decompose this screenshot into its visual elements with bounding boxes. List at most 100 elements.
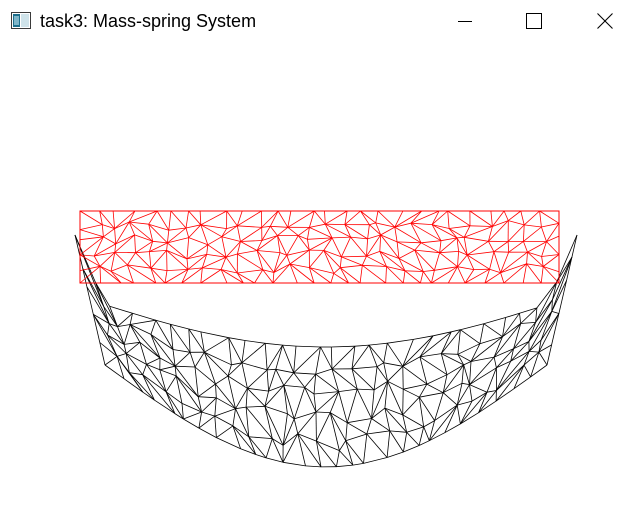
deformed-spring xyxy=(487,368,496,392)
rest-spring xyxy=(262,211,278,227)
deformed-spring xyxy=(195,352,204,367)
deformed-spring xyxy=(387,431,390,458)
rest-spring xyxy=(361,211,376,223)
rest-spring xyxy=(255,270,263,283)
deformed-spring xyxy=(529,351,539,352)
rest-spring xyxy=(490,252,494,270)
deformed-spring xyxy=(339,389,358,392)
rest-spring xyxy=(523,241,527,252)
deformed-spring xyxy=(330,392,339,413)
deformed-spring xyxy=(390,431,407,432)
deformed-spring xyxy=(316,412,330,413)
rest-spring xyxy=(167,230,168,243)
deformed-spring xyxy=(369,345,377,367)
deformed-spring xyxy=(503,318,506,337)
deformed-spring xyxy=(284,373,294,386)
deformed-spring xyxy=(403,357,420,366)
deformed-spring xyxy=(419,397,434,420)
deformed-spring xyxy=(364,458,388,464)
deformed-spring xyxy=(524,365,531,377)
deformed-spring xyxy=(419,393,443,398)
close-button[interactable] xyxy=(582,0,628,42)
deformed-spring xyxy=(403,389,419,397)
rest-spring xyxy=(115,235,135,253)
deformed-spring xyxy=(352,367,377,369)
minimize-button[interactable] xyxy=(442,0,488,42)
rest-spring xyxy=(448,211,470,226)
deformed-spring xyxy=(531,365,547,377)
deformed-spring xyxy=(330,413,339,451)
rest-spring xyxy=(189,211,201,225)
deformed-spring xyxy=(547,345,552,365)
rest-spring xyxy=(523,227,541,241)
rest-spring xyxy=(341,256,366,257)
deformed-spring xyxy=(496,351,529,390)
deformed-spring xyxy=(460,330,480,344)
deformed-spring xyxy=(484,324,503,337)
rest-spring xyxy=(309,227,332,238)
deformed-spring xyxy=(189,329,190,352)
rest-spring xyxy=(165,271,167,283)
rest-spring xyxy=(298,227,309,235)
rest-spring xyxy=(111,271,121,283)
deformed-spring xyxy=(96,283,118,327)
deformed-spring xyxy=(484,318,506,324)
deformed-spring xyxy=(109,324,124,345)
deformed-spring xyxy=(245,341,265,344)
deformed-spring xyxy=(355,345,369,346)
rest-spring xyxy=(367,256,387,266)
deformed-spring xyxy=(470,368,497,385)
rest-spring xyxy=(324,250,341,267)
deformed-spring xyxy=(443,393,457,405)
deformed-spring xyxy=(374,367,377,390)
rest-spring xyxy=(470,211,493,227)
rest-spring xyxy=(103,229,114,237)
rest-spring xyxy=(115,211,135,229)
deformed-spring xyxy=(267,370,269,391)
deformed-spring xyxy=(367,434,387,458)
deformed-spring xyxy=(173,350,190,353)
deformed-spring xyxy=(105,365,124,379)
deformed-spring xyxy=(572,235,577,257)
rest-spring xyxy=(491,211,493,227)
deformed-spring xyxy=(105,356,117,365)
deformed-spring xyxy=(419,384,427,397)
deformed-spring xyxy=(369,343,387,345)
rest-spring xyxy=(167,243,168,251)
rest-spring xyxy=(458,255,468,267)
deformed-spring xyxy=(336,451,339,467)
maximize-button[interactable] xyxy=(511,0,557,42)
deformed-spring xyxy=(403,384,427,389)
rest-spring xyxy=(222,237,226,258)
title-bar[interactable]: task3: Mass-spring System xyxy=(0,0,642,42)
deformed-spring xyxy=(198,397,216,398)
rest-spring xyxy=(508,242,509,253)
deformed-spring xyxy=(364,434,367,463)
deformed-spring xyxy=(331,347,332,369)
deformed-spring xyxy=(314,392,339,394)
rest-spring xyxy=(509,241,524,252)
deformed-spring xyxy=(387,339,413,343)
rest-spring xyxy=(504,264,527,283)
deformed-spring xyxy=(332,369,357,389)
deformed-spring xyxy=(199,416,215,428)
deformed-spring xyxy=(204,338,228,353)
rest-spring xyxy=(207,245,208,255)
deformed-spring xyxy=(160,358,175,366)
deformed-spring xyxy=(216,384,217,398)
deformed-spring xyxy=(284,385,294,419)
simulation-canvas[interactable] xyxy=(0,42,642,524)
rest-spring xyxy=(440,251,459,252)
rest-spring xyxy=(524,225,541,227)
deformed-spring xyxy=(541,314,559,341)
deformed-spring xyxy=(117,354,126,357)
deformed-spring xyxy=(247,370,267,388)
deformed-spring xyxy=(470,385,488,393)
rest-spring xyxy=(189,238,208,245)
rest-spring xyxy=(345,211,361,225)
rest-spring xyxy=(127,265,150,268)
rest-spring xyxy=(80,230,103,237)
deformed-spring xyxy=(265,343,282,345)
rest-spring xyxy=(309,250,323,267)
deformed-spring xyxy=(117,356,124,378)
